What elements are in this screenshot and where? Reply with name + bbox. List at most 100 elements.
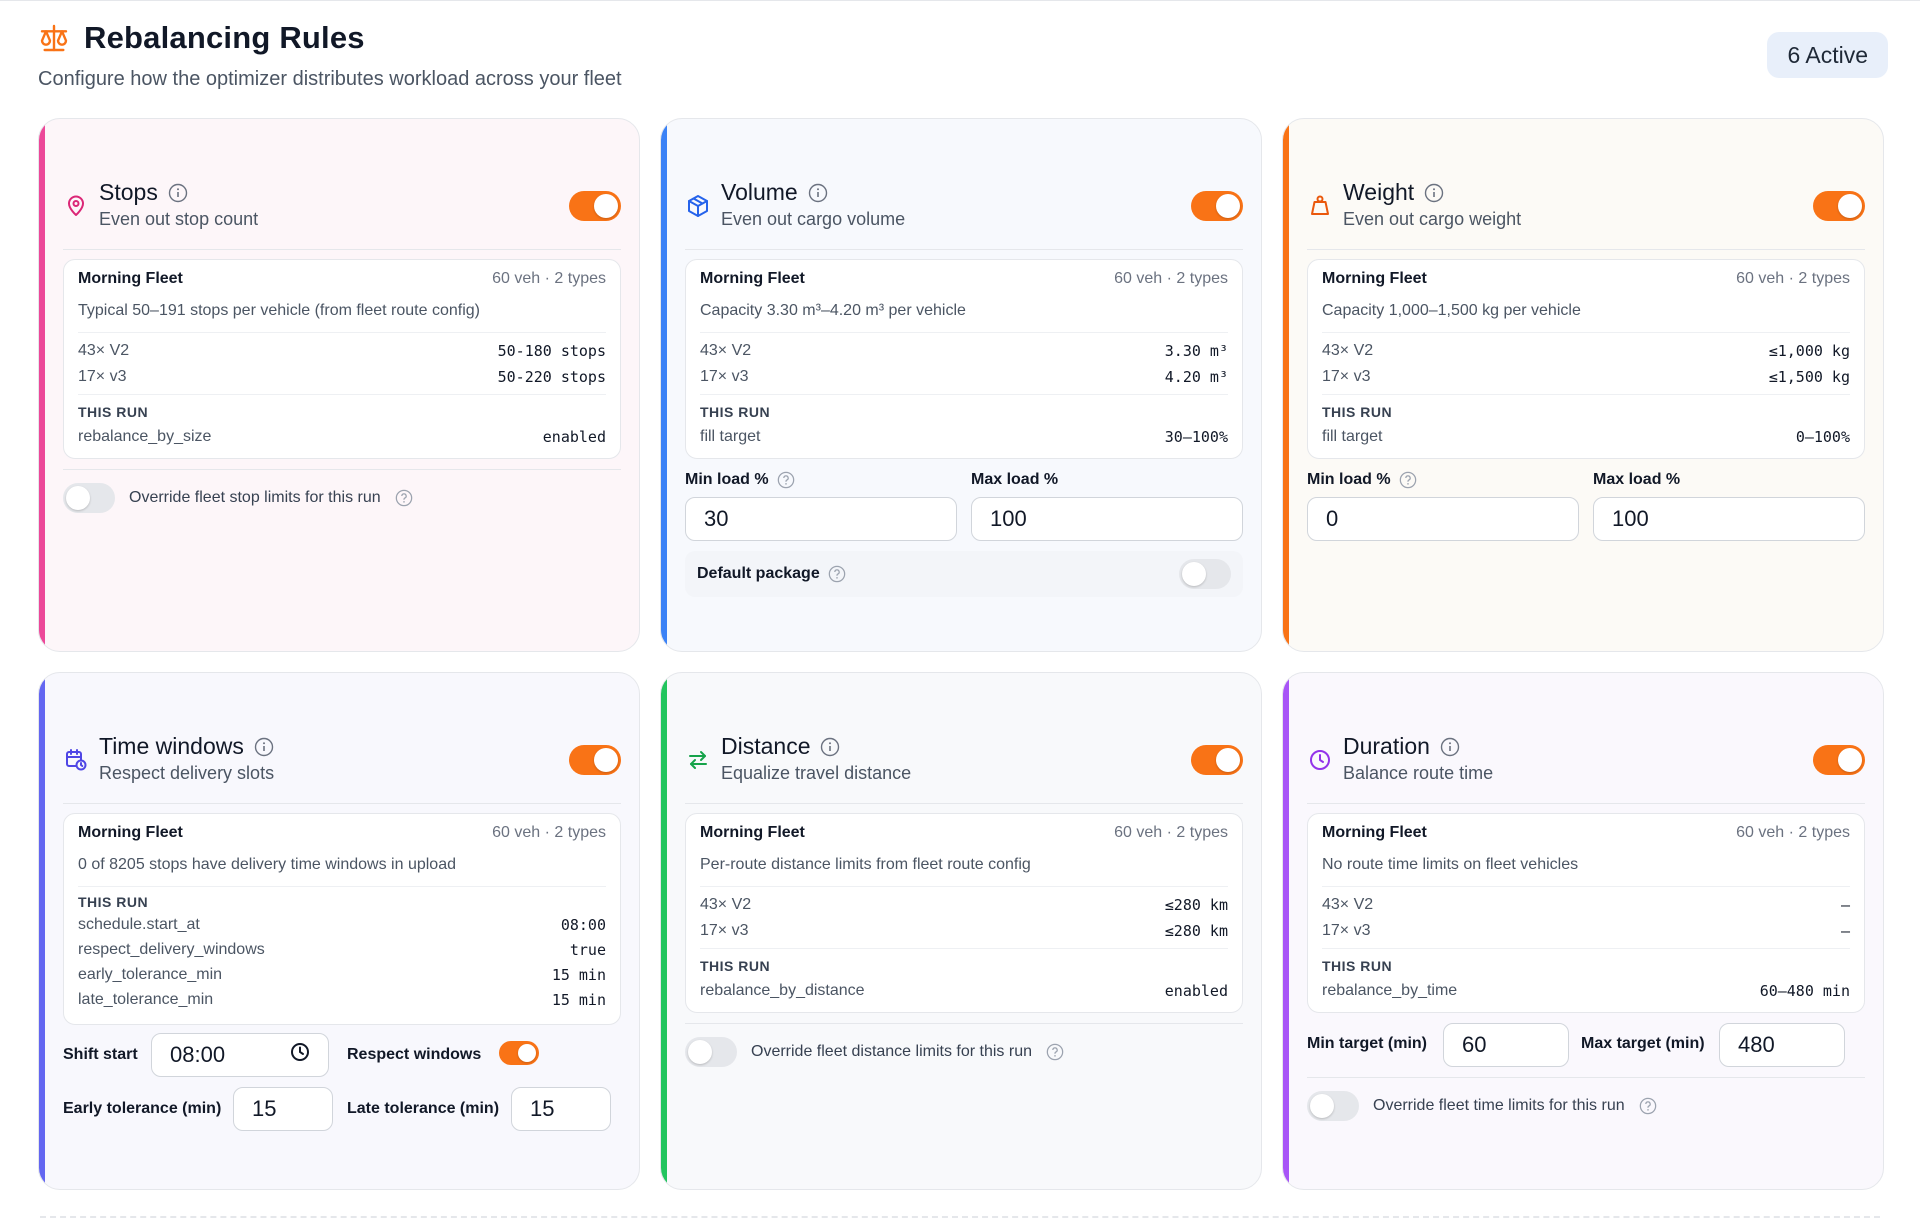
help-icon[interactable] (828, 565, 846, 583)
fleet-name: Morning Fleet (1322, 824, 1427, 841)
help-icon[interactable] (395, 489, 413, 507)
clock-icon (1307, 747, 1333, 773)
vehicle-type-label: 43× V2 (1322, 896, 1374, 913)
fleet-name: Morning Fleet (1322, 270, 1427, 287)
min-load-input[interactable]: 30 (685, 497, 957, 541)
vehicle-type-label: 17× v3 (1322, 368, 1371, 385)
weight-title: Weight (1343, 179, 1415, 205)
default-package-row: Default package (685, 551, 1243, 597)
max-load-input[interactable]: 100 (971, 497, 1243, 541)
time-title: Time windows (99, 733, 244, 759)
stops-card-header: Stops Even out stop count (63, 179, 621, 237)
bottom-dashed-divider (40, 1216, 1880, 1218)
default-package-toggle[interactable] (1179, 559, 1231, 589)
info-icon[interactable] (168, 183, 188, 203)
fleet-meta: 60 veh · 2 types (492, 270, 606, 287)
active-count-badge: 6 Active (1767, 32, 1888, 78)
run-param-label: respect_delivery_windows (78, 941, 265, 958)
stops-card: Stops Even out stop count Morning Fleet 6… (38, 118, 640, 652)
max-load-input[interactable]: 100 (1593, 497, 1865, 541)
info-icon[interactable] (820, 737, 840, 757)
run-param-value: 08:00 (560, 916, 606, 934)
info-icon[interactable] (254, 737, 274, 757)
info-icon[interactable] (1440, 737, 1460, 757)
fleet-meta: 60 veh · 2 types (1114, 270, 1228, 287)
max-load-label: Max load % (971, 471, 1059, 488)
help-icon[interactable] (1046, 1043, 1064, 1061)
run-param-label: schedule.start_at (78, 916, 200, 933)
late-tolerance-label: Late tolerance (min) (347, 1100, 500, 1117)
min-target-input[interactable]: 60 (1443, 1023, 1569, 1067)
vehicle-type-label: 43× V2 (700, 896, 752, 913)
run-param-value: 60–480 min (1759, 982, 1850, 1000)
override-distance-toggle[interactable] (685, 1037, 737, 1067)
volume-subtitle: Even out cargo volume (721, 209, 906, 229)
shift-start-input[interactable]: 08:00 (151, 1033, 329, 1077)
min-load-label: Min load % (685, 471, 795, 489)
fleet-meta: 60 veh · 2 types (1736, 824, 1850, 841)
run-param-value: 15 min (551, 991, 606, 1009)
run-param-value: 30–100% (1164, 428, 1228, 446)
vehicle-type-label: 17× v3 (1322, 922, 1371, 939)
late-tolerance-input[interactable]: 15 (511, 1087, 611, 1131)
help-icon[interactable] (1639, 1097, 1657, 1115)
override-stops-toggle[interactable] (63, 483, 115, 513)
box-icon (685, 193, 711, 219)
fleet-description: Capacity 3.30 m³–4.20 m³ per vehicle (700, 302, 966, 319)
distance-subtitle: Equalize travel distance (721, 763, 912, 783)
info-icon[interactable] (1424, 183, 1444, 203)
fleet-description: 0 of 8205 stops have delivery time windo… (78, 856, 456, 873)
vehicle-type-label: 43× V2 (700, 342, 752, 359)
default-package-label: Default package (697, 565, 820, 582)
arrows-swap-icon (685, 747, 711, 773)
time-enable-toggle[interactable] (569, 745, 621, 775)
fleet-name: Morning Fleet (78, 824, 183, 841)
vehicle-type-value: 4.20 m³ (1164, 368, 1228, 386)
weight-card-header: Weight Even out cargo weight (1307, 179, 1865, 237)
vehicle-type-value: 50-220 stops (497, 368, 606, 386)
vehicle-type-value: 3.30 m³ (1164, 342, 1228, 360)
this-run-label: THIS RUN (1322, 958, 1393, 974)
min-load-input[interactable]: 0 (1307, 497, 1579, 541)
time-fleet-box: Morning Fleet 60 veh · 2 types 0 of 8205 … (63, 813, 621, 1025)
override-duration-toggle[interactable] (1307, 1091, 1359, 1121)
vehicle-type-label: 17× v3 (700, 922, 749, 939)
min-load-label: Min load % (1307, 471, 1417, 489)
info-icon[interactable] (808, 183, 828, 203)
vehicle-type-value: 50-180 stops (497, 342, 606, 360)
vehicle-type-value: ≤1,000 kg (1768, 342, 1850, 360)
early-tolerance-label: Early tolerance (min) (63, 1100, 222, 1117)
fleet-description: Per-route distance limits from fleet rou… (700, 856, 1031, 873)
weight-enable-toggle[interactable] (1813, 191, 1865, 221)
vehicle-type-value: — (1840, 922, 1850, 940)
volume-fleet-box: Morning Fleet 60 veh · 2 types Capacity 3… (685, 259, 1243, 459)
stops-enable-toggle[interactable] (569, 191, 621, 221)
distance-card-header: Distance Equalize travel distance (685, 733, 1243, 791)
respect-windows-toggle[interactable] (499, 1041, 539, 1065)
max-target-input[interactable]: 480 (1719, 1023, 1845, 1067)
fleet-description: Typical 50–191 stops per vehicle (from f… (78, 302, 480, 319)
volume-enable-toggle[interactable] (1191, 191, 1243, 221)
clock-icon[interactable] (290, 1042, 310, 1068)
vehicle-type-label: 43× V2 (1322, 342, 1374, 359)
run-param-value: enabled (542, 428, 606, 446)
help-icon[interactable] (777, 471, 795, 489)
run-param-label: fill target (700, 428, 761, 445)
distance-enable-toggle[interactable] (1191, 745, 1243, 775)
distance-title: Distance (721, 733, 811, 759)
run-param-label: rebalance_by_size (78, 428, 212, 445)
stops-fleet-box: Morning Fleet 60 veh · 2 types Typical 50… (63, 259, 621, 459)
this-run-label: THIS RUN (700, 404, 771, 420)
help-icon[interactable] (1399, 471, 1417, 489)
distance-card: Distance Equalize travel distance Mornin… (660, 672, 1262, 1190)
override-stops-label: Override fleet stop limits for this run (129, 489, 381, 506)
early-tolerance-input[interactable]: 15 (233, 1087, 333, 1131)
weight-icon (1307, 193, 1333, 219)
time-subtitle: Respect delivery slots (99, 763, 275, 783)
shift-start-label: Shift start (63, 1046, 138, 1063)
fleet-meta: 60 veh · 2 types (1114, 824, 1228, 841)
run-param-label: rebalance_by_time (1322, 982, 1458, 999)
duration-enable-toggle[interactable] (1813, 745, 1865, 775)
override-duration-label: Override fleet time limits for this run (1373, 1097, 1625, 1114)
override-distance-label: Override fleet distance limits for this … (751, 1043, 1032, 1060)
